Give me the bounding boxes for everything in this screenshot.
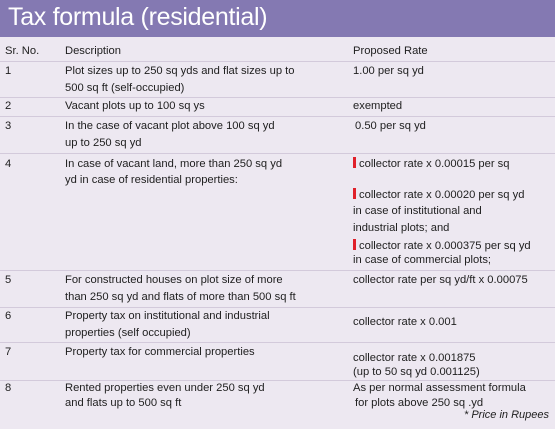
divider: [0, 116, 555, 117]
sr-no-7: 7: [5, 346, 12, 358]
column-header-sr-no: Sr. No.: [5, 45, 40, 57]
description-1-line-2: 500 sq ft (self-occupied): [65, 82, 185, 94]
rate-4b-line-1: collector rate x 0.00020 per sq yd: [359, 189, 525, 201]
rate-4a: collector rate x 0.00015 per sq: [353, 156, 510, 173]
divider: [0, 380, 555, 381]
description-8-line-2: and flats up to 500 sq ft: [65, 397, 182, 409]
description-1-line-1: Plot sizes up to 250 sq yds and flat siz…: [65, 65, 295, 77]
description-6-line-2: properties (self occupied): [65, 327, 191, 339]
divider: [0, 153, 555, 154]
sr-no-4: 4: [5, 158, 12, 170]
sr-no-2: 2: [5, 100, 12, 112]
sr-no-1: 1: [5, 65, 12, 77]
description-5-line-2: than 250 sq yd and flats of more than 50…: [65, 291, 296, 303]
description-3-line-2: up to 250 sq yd: [65, 137, 142, 149]
rate-4b-line-3: industrial plots; and: [353, 222, 450, 234]
column-header-proposed-rate: Proposed Rate: [353, 45, 428, 57]
rate-1: 1.00 per sq yd: [353, 65, 424, 77]
description-8-line-1: Rented properties even under 250 sq yd: [65, 382, 265, 394]
rate-7-line-1: collector rate x 0.001875: [353, 352, 476, 364]
rate-2: exempted: [353, 100, 403, 112]
red-marker-icon: [353, 239, 356, 250]
description-2-line-1: Vacant plots up to 100 sq ys: [65, 100, 205, 112]
divider: [0, 342, 555, 343]
sr-no-6: 6: [5, 310, 12, 322]
rate-4c-line-1: collector rate x 0.000375 per sq yd: [359, 240, 531, 252]
red-marker-icon: [353, 157, 356, 168]
rate-4c: collector rate x 0.000375 per sq yd: [353, 238, 531, 255]
description-3-line-1: In the case of vacant plot above 100 sq …: [65, 120, 275, 132]
sr-no-3: 3: [5, 120, 12, 132]
rate-5: collector rate per sq yd/ft x 0.00075: [353, 274, 528, 286]
divider: [0, 270, 555, 271]
description-7-line-1: Property tax for commercial properties: [65, 346, 255, 358]
rate-6: collector rate x 0.001: [353, 316, 457, 328]
rate-8-line-2: for plots above 250 sq .yd: [355, 397, 484, 409]
sr-no-8: 8: [5, 382, 12, 394]
divider: [0, 61, 555, 62]
sr-no-5: 5: [5, 274, 12, 286]
description-5-line-1: For constructed houses on plot size of m…: [65, 274, 283, 286]
title-bar: Tax formula (residential): [0, 0, 555, 37]
rate-4b: collector rate x 0.00020 per sq yd: [353, 187, 524, 204]
description-4-line-1: In case of vacant land, more than 250 sq…: [65, 158, 283, 170]
rate-7-line-2: (up to 50 sq yd 0.001125): [353, 366, 480, 378]
rate-3: 0.50 per sq yd: [355, 120, 426, 132]
divider: [0, 97, 555, 98]
column-header-description: Description: [65, 45, 121, 57]
description-4-line-2: yd in case of residential properties:: [65, 174, 238, 186]
red-marker-icon: [353, 188, 356, 199]
rate-4a-line-1: collector rate x 0.00015 per sq: [359, 158, 510, 170]
divider: [0, 307, 555, 308]
description-6-line-1: Property tax on institutional and indust…: [65, 310, 270, 322]
rate-4b-line-2: in case of institutional and: [353, 205, 482, 217]
page-title: Tax formula (residential): [8, 3, 268, 31]
footnote: * Price in Rupees: [464, 409, 549, 421]
rate-8-line-1: As per normal assessment formula: [353, 382, 526, 394]
rate-4c-line-2: in case of commercial plots;: [353, 254, 492, 266]
